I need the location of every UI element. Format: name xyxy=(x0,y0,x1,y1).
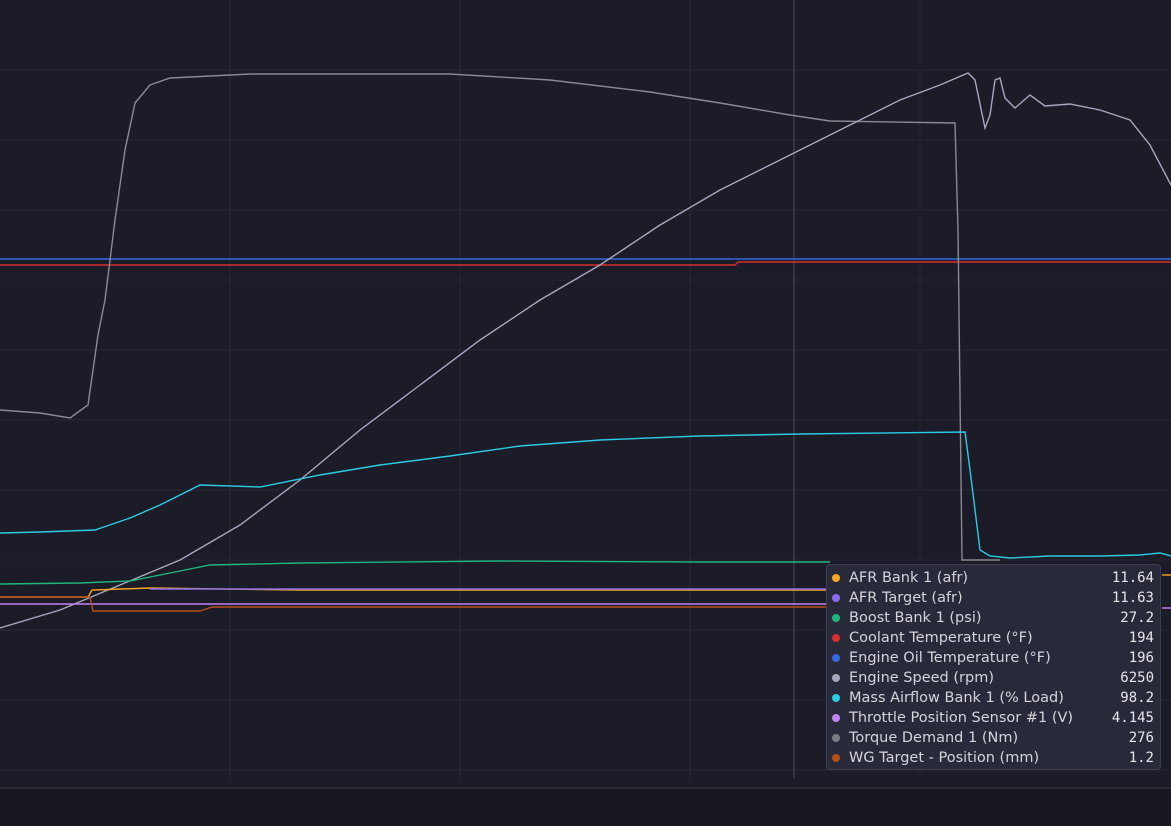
tooltip-row: Torque Demand 1 (Nm) 276 xyxy=(827,728,1160,748)
series-dot xyxy=(832,574,840,582)
series-dot xyxy=(832,694,840,702)
tooltip-row: WG Target - Position (mm) 1.2 xyxy=(827,748,1160,768)
tooltip-row: Throttle Position Sensor #1 (V) 4.145 xyxy=(827,708,1160,728)
series-name: Boost Bank 1 (psi) xyxy=(849,610,982,626)
series-value: 6250 xyxy=(1120,670,1154,686)
series-name: Mass Airflow Bank 1 (% Load) xyxy=(849,690,1064,706)
traces xyxy=(0,72,1171,629)
series-dot xyxy=(832,754,840,762)
series-dot xyxy=(832,734,840,742)
series-dot xyxy=(832,654,840,662)
footer xyxy=(0,789,1171,826)
series-value: 27.2 xyxy=(1120,610,1154,626)
grid xyxy=(0,0,1171,780)
wg-trace xyxy=(0,596,830,612)
series-name: Engine Oil Temperature (°F) xyxy=(849,650,1051,666)
series-name: WG Target - Position (mm) xyxy=(849,750,1040,766)
series-dot xyxy=(832,594,840,602)
tooltip-row: Boost Bank 1 (psi) 27.2 xyxy=(827,608,1160,628)
series-value: 4.145 xyxy=(1111,710,1154,726)
series-name: Torque Demand 1 (Nm) xyxy=(849,730,1019,746)
series-dot xyxy=(832,634,840,642)
torque-trace xyxy=(0,73,1000,561)
series-name: AFR Target (afr) xyxy=(849,590,963,606)
series-value: 1.2 xyxy=(1128,750,1154,766)
series-name: Coolant Temperature (°F) xyxy=(849,630,1033,646)
tooltip: AFR Bank 1 (afr) 11.64 AFR Target (afr) 11.… xyxy=(826,564,1161,770)
series-dot xyxy=(832,714,840,722)
tooltip-row: Mass Airflow Bank 1 (% Load) 98.2 xyxy=(827,688,1160,708)
series-name: Engine Speed (rpm) xyxy=(849,670,994,686)
series-value: 196 xyxy=(1128,650,1154,666)
series-dot xyxy=(832,614,840,622)
series-name: AFR Bank 1 (afr) xyxy=(849,570,969,586)
speed-trace xyxy=(0,72,1171,629)
boost-trace xyxy=(0,560,830,585)
scroll-track xyxy=(0,787,1171,789)
tooltip-row: Engine Oil Temperature (°F) 196 xyxy=(827,648,1160,668)
tooltip-row: Coolant Temperature (°F) 194 xyxy=(827,628,1160,648)
series-value: 98.2 xyxy=(1120,690,1154,706)
coolant-trace xyxy=(0,261,1171,266)
series-value: 276 xyxy=(1128,730,1154,746)
series-value: 11.63 xyxy=(1111,590,1154,606)
series-value: 194 xyxy=(1128,630,1154,646)
tooltip-row: Engine Speed (rpm) 6250 xyxy=(827,668,1160,688)
series-name: Throttle Position Sensor #1 (V) xyxy=(849,710,1074,726)
tooltip-row: AFR Target (afr) 11.63 xyxy=(827,588,1160,608)
tooltip-row: AFR Bank 1 (afr) 11.64 xyxy=(827,568,1160,588)
maf-trace xyxy=(0,431,1171,559)
series-value: 11.64 xyxy=(1111,570,1154,586)
series-dot xyxy=(832,674,840,682)
